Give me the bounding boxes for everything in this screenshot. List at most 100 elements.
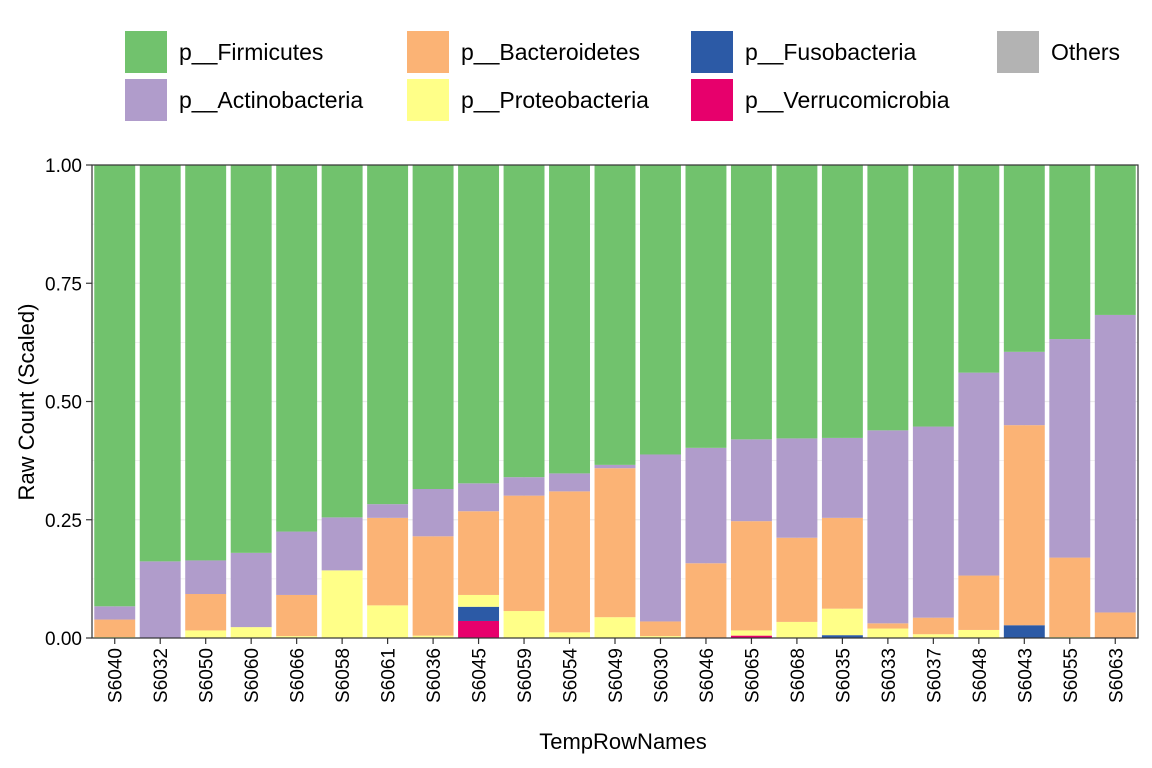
bar-segment-p-bacteroidetes-S6049 — [594, 468, 636, 618]
bar-stack-S6043 — [1003, 165, 1045, 638]
legend-item: p__Proteobacteria — [407, 79, 649, 121]
bar-segment-p-bacteroidetes-S6048 — [958, 575, 1000, 630]
y-tick-label: 0.50 — [45, 393, 82, 414]
legend-item: p__Verrucomicrobia — [691, 79, 950, 121]
bar-segment-p-actinobacteria-S6055 — [1049, 339, 1091, 558]
legend-label: p__Firmicutes — [179, 39, 323, 65]
bar-segment-p-firmicutes-S6035 — [821, 165, 863, 438]
bar-segment-p-firmicutes-S6055 — [1049, 165, 1091, 340]
bar-stack-S6050 — [185, 165, 227, 638]
legend-label: Others — [1051, 39, 1120, 65]
bar-segment-p-actinobacteria-S6065 — [730, 439, 772, 522]
bar-stack-S6054 — [549, 165, 590, 638]
bar-segment-p-bacteroidetes-S6043 — [1003, 425, 1045, 626]
bar-stack-S6032 — [139, 165, 181, 638]
bar-segment-p-firmicutes-S6068 — [776, 165, 818, 439]
bars — [94, 165, 1136, 638]
x-tick-label: S6045 — [470, 648, 491, 703]
bar-segment-p-firmicutes-S6050 — [185, 165, 227, 561]
bar-segment-p-firmicutes-S6048 — [958, 165, 1000, 373]
y-tick-label: 1.00 — [45, 156, 82, 177]
bar-stack-S6045 — [458, 165, 500, 638]
x-tick-label: S6043 — [1015, 648, 1036, 703]
x-tick-label: S6058 — [333, 648, 354, 703]
bar-segment-p-proteobacteria-S6045 — [458, 594, 500, 607]
bar-segment-p-firmicutes-S6030 — [640, 165, 681, 455]
bar-segment-p-bacteroidetes-S6045 — [458, 511, 500, 595]
bar-segment-p-firmicutes-S6063 — [1094, 165, 1136, 315]
legend-label: p__Bacteroidetes — [461, 39, 640, 65]
bar-stack-S6035 — [821, 165, 863, 638]
bar-segment-p-verrucomicrobia-S6045 — [458, 620, 500, 638]
bar-segment-p-proteobacteria-S6068 — [776, 621, 818, 638]
bar-stack-S6061 — [367, 165, 409, 638]
legend-swatch — [691, 79, 733, 121]
bar-segment-p-actinobacteria-S6046 — [685, 447, 727, 564]
bar-stack-S6037 — [912, 165, 954, 638]
x-tick-label: S6040 — [106, 648, 127, 703]
bar-segment-p-proteobacteria-S6036 — [412, 635, 454, 638]
bar-segment-p-firmicutes-S6060 — [230, 165, 272, 553]
legend-label: p__Verrucomicrobia — [745, 87, 950, 113]
legend-swatch — [691, 31, 733, 73]
x-tick-label: S6030 — [651, 648, 672, 703]
bar-segment-p-proteobacteria-S6049 — [594, 617, 636, 638]
legend-swatch — [125, 79, 167, 121]
bar-segment-p-actinobacteria-S6036 — [412, 489, 454, 537]
bar-segment-p-actinobacteria-S6030 — [640, 454, 681, 622]
bar-segment-p-actinobacteria-S6037 — [912, 426, 954, 618]
bar-segment-p-firmicutes-S6059 — [503, 165, 545, 478]
bar-segment-p-firmicutes-S6040 — [94, 165, 136, 607]
legend-item: p__Actinobacteria — [125, 79, 363, 121]
bar-segment-p-proteobacteria-S6035 — [821, 608, 863, 636]
y-tick-label: 0.25 — [45, 511, 82, 532]
x-tick-label: S6059 — [515, 648, 536, 703]
bar-stack-S6065 — [730, 165, 772, 638]
bar-segment-p-fusobacteria-S6043 — [1003, 625, 1045, 638]
x-tick-label: S6032 — [151, 648, 172, 703]
bar-segment-p-actinobacteria-S6049 — [594, 464, 636, 469]
legend-item: p__Bacteroidetes — [407, 31, 640, 73]
x-tick-label: S6035 — [833, 648, 854, 703]
bar-segment-p-proteobacteria-S6065 — [730, 630, 772, 636]
bar-segment-p-actinobacteria-S6066 — [276, 531, 318, 595]
bar-segment-p-actinobacteria-S6043 — [1003, 351, 1045, 426]
bar-segment-p-proteobacteria-S6058 — [321, 570, 363, 638]
bar-stack-S6058 — [321, 165, 363, 638]
bar-segment-p-proteobacteria-S6061 — [367, 605, 409, 638]
x-tick-label: S6066 — [288, 648, 309, 703]
bar-segment-p-firmicutes-S6032 — [139, 165, 181, 562]
bar-segment-p-bacteroidetes-S6037 — [912, 617, 954, 635]
y-axis: 0.00 0.25 0.50 0.75 1.00 — [45, 156, 92, 650]
bar-segment-p-proteobacteria-S6037 — [912, 634, 954, 638]
legend-label: p__Fusobacteria — [745, 39, 917, 65]
legend-item: Others — [997, 31, 1120, 73]
legend: p__Firmicutes p__Bacteroidetes p__Fusobact… — [125, 31, 1120, 121]
x-tick-label: S6049 — [606, 648, 627, 703]
bar-segment-p-firmicutes-S6046 — [685, 165, 727, 448]
bar-segment-p-firmicutes-S6049 — [594, 165, 636, 465]
legend-item: p__Fusobacteria — [691, 31, 917, 73]
bar-segment-p-bacteroidetes-S6055 — [1049, 557, 1091, 638]
bar-stack-S6048 — [958, 165, 1000, 638]
bar-segment-p-firmicutes-S6061 — [367, 165, 409, 505]
bar-segment-p-actinobacteria-S6040 — [94, 606, 136, 620]
bar-stack-S6040 — [94, 165, 136, 638]
y-axis-title: Raw Count (Scaled) — [14, 304, 39, 501]
bar-segment-p-proteobacteria-S6060 — [230, 627, 272, 638]
bar-stack-S6036 — [412, 165, 454, 638]
bar-stack-S6033 — [867, 165, 909, 638]
bar-segment-p-bacteroidetes-S6040 — [94, 619, 136, 638]
bar-stack-S6068 — [776, 165, 818, 638]
bar-segment-p-proteobacteria-S6054 — [549, 632, 590, 638]
bar-segment-p-proteobacteria-S6066 — [276, 636, 318, 638]
bar-segment-p-verrucomicrobia-S6065 — [730, 635, 772, 638]
x-axis-title: TempRowNames — [539, 729, 707, 754]
bar-segment-p-bacteroidetes-S6068 — [776, 537, 818, 622]
bar-segment-p-actinobacteria-S6032 — [139, 561, 181, 638]
bar-segment-p-firmicutes-S6058 — [321, 165, 363, 518]
bar-segment-p-actinobacteria-S6033 — [867, 430, 909, 624]
bar-stack-S6066 — [276, 165, 318, 638]
legend-swatch — [407, 31, 449, 73]
bar-segment-p-actinobacteria-S6061 — [367, 504, 409, 518]
